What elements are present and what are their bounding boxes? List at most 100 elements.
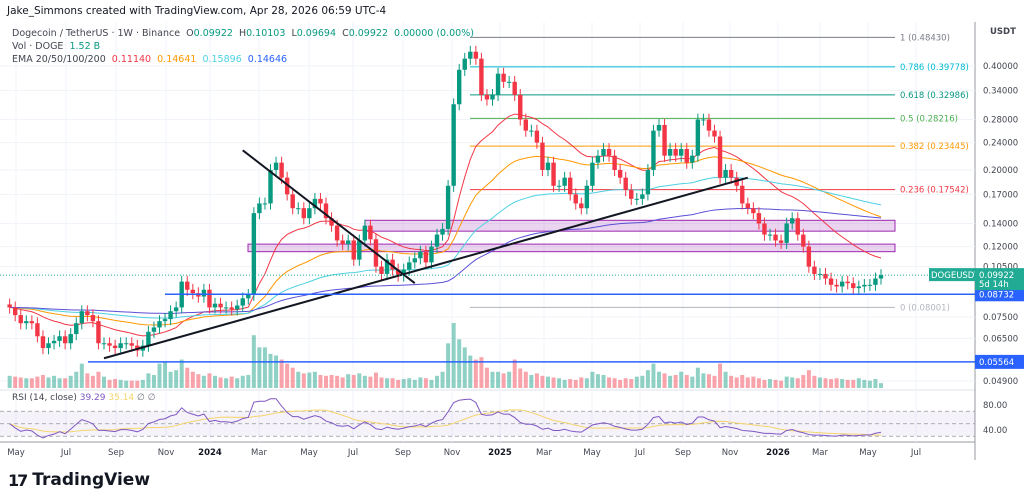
tradingview-logo[interactable]: 17 TradingView [8, 470, 150, 490]
time-axis-label: Sep [108, 448, 124, 458]
volume-bar [190, 371, 195, 388]
volume-bar [412, 379, 417, 388]
volume-bar [285, 363, 290, 388]
candle-body [612, 155, 617, 170]
volume-bar [673, 375, 678, 388]
rsi-legend[interactable]: RSI (14, close) 39.29 35.14 ∅ ∅ [12, 393, 156, 403]
volume-bar [651, 363, 656, 388]
volume-bar [851, 379, 856, 388]
candle-body [7, 304, 12, 308]
volume-bar [518, 368, 523, 388]
candle-body [579, 203, 584, 209]
candle-body [701, 119, 706, 121]
volume-bar [690, 376, 695, 388]
candle-body [329, 218, 334, 226]
volume-bar [124, 380, 129, 388]
volume-bar [706, 374, 711, 388]
volume-bar [318, 375, 323, 388]
candle-body [257, 203, 262, 214]
volume-bar [379, 377, 384, 388]
candle-body [407, 262, 412, 270]
close-value: 0.09922 [348, 28, 388, 39]
price-axis-label: 0.17000 [983, 190, 1018, 200]
candle-body [268, 169, 273, 204]
volume-bar [523, 371, 528, 388]
tradingview-logo-text: TradingView [32, 470, 151, 490]
time-axis-label: Jul [60, 448, 71, 458]
volume-bar [468, 355, 473, 388]
candle-body [473, 51, 479, 59]
volume-bar [357, 373, 362, 388]
candle-body [717, 136, 723, 178]
volume-bar [834, 378, 839, 388]
candle-body [35, 323, 40, 337]
candle-body [390, 259, 395, 270]
candle-body [745, 203, 750, 209]
candle-body [118, 343, 123, 349]
volume-bar [601, 375, 606, 388]
volume-bar [762, 379, 767, 388]
candle-body [323, 203, 329, 219]
candle-body [312, 198, 318, 209]
ema-row[interactable]: EMA 20/50/100/200 0.11140 0.14641 0.1589… [12, 53, 474, 66]
time-axis-label: Mar [812, 448, 829, 458]
volume-bar [140, 379, 145, 388]
candle-body [679, 149, 684, 156]
candle-body [490, 94, 495, 100]
high-value: 0.10103 [246, 28, 286, 39]
candle-body [651, 130, 656, 170]
volume-bar [446, 343, 451, 388]
candle-body [62, 336, 68, 344]
candle-body [24, 321, 29, 324]
hidden-value-icon: ∅ [137, 393, 145, 403]
rsi-axis-label: 80.00 [983, 401, 1007, 411]
volume-bar [224, 378, 229, 388]
candle-body [512, 81, 517, 95]
symbol-name[interactable]: Dogecoin / TetherUS · 1W · Binance [12, 28, 181, 39]
candle-body [684, 149, 689, 163]
volume-bar [540, 375, 545, 388]
volume-bar [806, 370, 811, 388]
time-axis-label: Jul [634, 448, 645, 458]
candle-body [695, 119, 701, 156]
ema200-value: 0.14646 [247, 54, 288, 65]
time-axis-label: Mar [536, 448, 553, 458]
candle-body [740, 185, 745, 204]
volume-bar [129, 380, 134, 388]
volume-bar [407, 378, 412, 388]
candle-body [185, 281, 190, 290]
volume-bar [362, 375, 367, 388]
candle-body [506, 81, 512, 83]
candle-body [518, 94, 523, 120]
volume-bar [729, 375, 734, 388]
low-label: L [291, 28, 297, 39]
candle-body [96, 321, 101, 344]
volume-bar [595, 374, 600, 388]
volume-bar [429, 379, 434, 388]
price-level-tag-label: 0.08732 [979, 290, 1014, 300]
time-axis-label: Sep [675, 448, 691, 458]
candle-body [251, 213, 257, 295]
candle-body [284, 177, 290, 195]
candle-body [817, 273, 823, 275]
candle-body [839, 281, 845, 287]
volume-bar [867, 380, 872, 388]
volume-bar [529, 375, 534, 388]
volume-bar [496, 371, 501, 388]
price-axis-label: 0.34000 [983, 86, 1018, 96]
volume-bar [701, 373, 706, 388]
volume-row[interactable]: Vol · DOGE 1.52 B [12, 40, 474, 53]
price-axis-label: 0.04900 [983, 377, 1018, 387]
volume-bar [301, 373, 306, 388]
volume-bar [573, 379, 578, 388]
volume-bar [862, 379, 867, 388]
candle-body [318, 198, 323, 204]
ema-label: EMA 20/50/100/200 [12, 54, 106, 65]
fib-level-label: 0 (0.08001) [900, 303, 950, 313]
volume-bar [179, 359, 184, 388]
rsi-value: 39.29 [79, 393, 106, 403]
volume-bar [512, 359, 517, 388]
volume-bar [479, 357, 484, 388]
volume-bar [490, 371, 495, 388]
